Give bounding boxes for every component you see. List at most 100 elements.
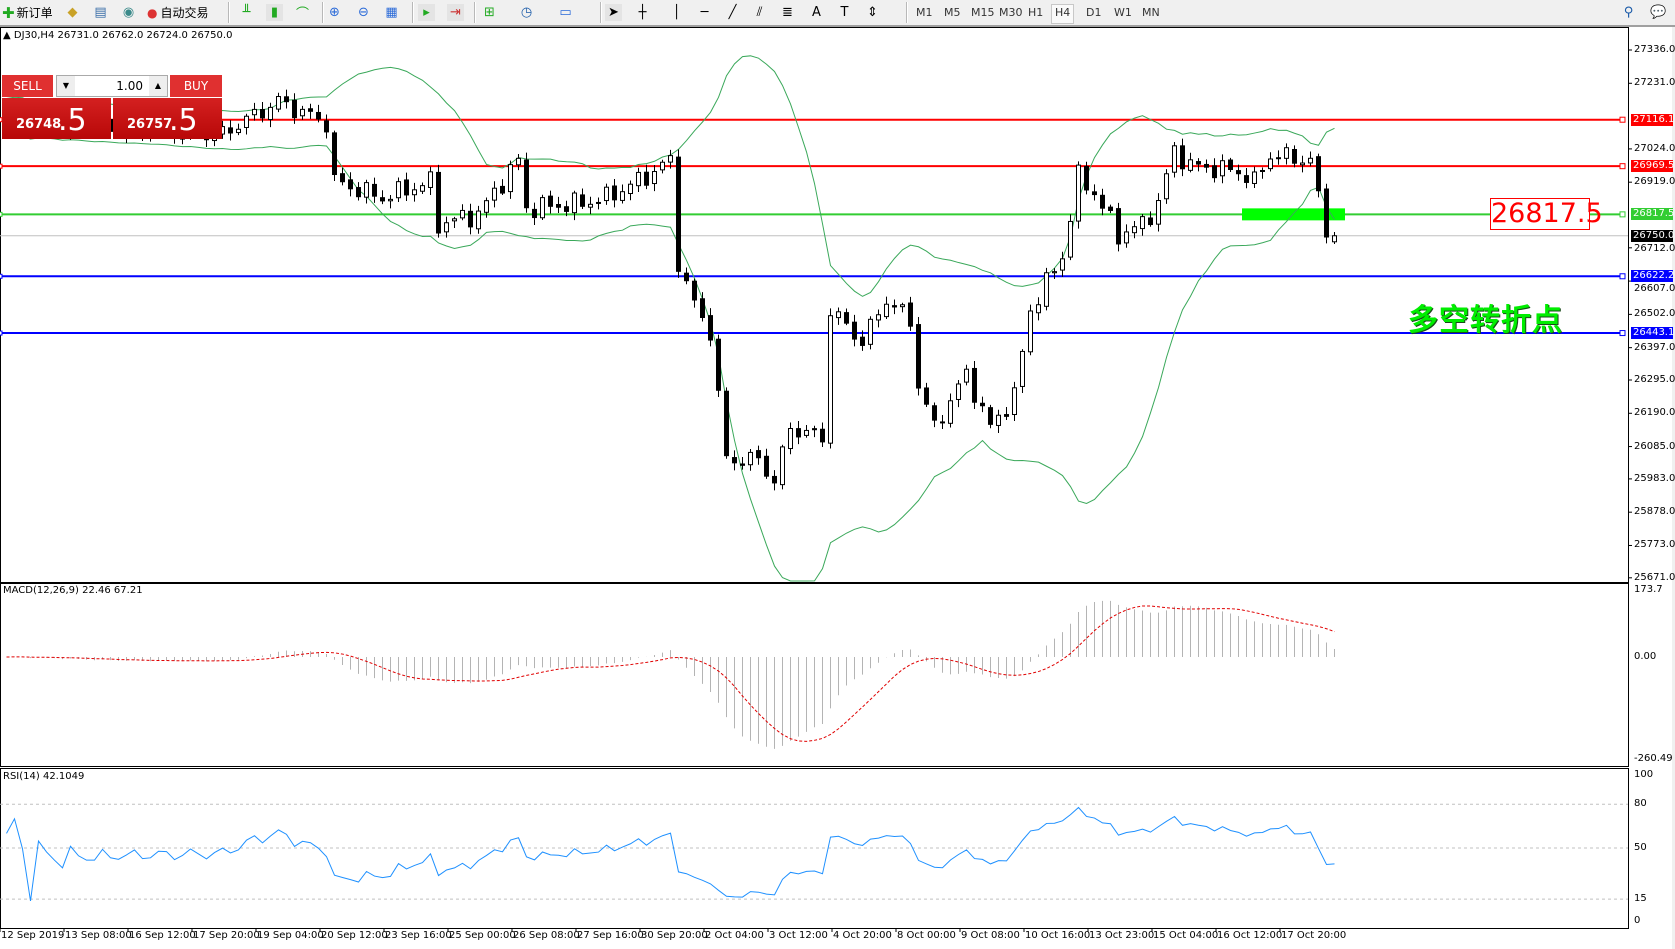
price-axis-label: 26712.0 <box>1634 242 1675 254</box>
time-axis-label: 9 Oct 08:00 <box>961 930 1020 941</box>
candle <box>1220 160 1225 177</box>
time-axis-label: 19 Sep 04:00 <box>257 930 324 941</box>
candle <box>948 400 953 424</box>
signals-icon[interactable]: ◉ <box>122 5 135 20</box>
buy-price[interactable]: 26757.5 <box>113 98 222 139</box>
timeframe-w1[interactable]: W1 <box>1114 6 1132 19</box>
navigator-icon[interactable]: ▤ <box>94 5 107 20</box>
tile-windows-icon[interactable]: ▦ <box>385 5 398 20</box>
price-annotation-box[interactable]: 26817.5 <box>1490 198 1603 230</box>
candle <box>476 210 481 230</box>
new-order-button[interactable]: ✚ 新订单 <box>2 3 53 22</box>
trendline-icon[interactable]: ╱ <box>728 5 737 20</box>
buy-button[interactable]: BUY <box>170 75 222 97</box>
lot-increase-button[interactable]: ▲ <box>149 76 167 96</box>
lot-value[interactable]: 1.00 <box>116 79 143 93</box>
line-chart-icon[interactable]: ⌒ <box>295 7 309 22</box>
candlestick-icon[interactable]: ▮ <box>266 4 283 21</box>
candle <box>1236 170 1241 175</box>
buy-price-main: 26757 <box>127 117 173 132</box>
level-marker <box>1619 116 1626 123</box>
timeframe-m5[interactable]: M5 <box>944 6 961 19</box>
lot-size-input[interactable]: ▼ 1.00 ▲ <box>56 75 168 97</box>
candle <box>908 302 913 327</box>
candle <box>660 161 665 171</box>
sell-price-fraction: .5 <box>58 103 87 138</box>
candle <box>1148 217 1153 226</box>
candle <box>844 312 849 324</box>
candle <box>1084 165 1089 191</box>
level-marker <box>1619 273 1626 280</box>
candle <box>636 171 641 187</box>
candle <box>572 192 577 214</box>
sell-button[interactable]: SELL <box>2 75 53 97</box>
macd-signal-line <box>6 605 1335 742</box>
auto-trading-button[interactable]: ● 自动交易 <box>147 5 209 21</box>
level-price-label: 26443.1 <box>1631 327 1675 340</box>
price-axis-label: 25983.0 <box>1634 472 1675 484</box>
candle <box>1140 216 1145 230</box>
equidistant-channel-icon[interactable]: ⫽ <box>756 5 763 20</box>
lot-decrease-button[interactable]: ▼ <box>57 76 75 96</box>
timeframe-d1[interactable]: D1 <box>1086 6 1102 19</box>
search-icon[interactable]: ⚲ <box>1623 5 1634 20</box>
candle <box>620 191 625 201</box>
level-price-label: 26622.2 <box>1631 270 1675 283</box>
candle <box>940 421 945 424</box>
candle <box>980 402 985 407</box>
timeframe-m15[interactable]: M15 <box>971 6 995 19</box>
timeframe-h1[interactable]: H1 <box>1028 6 1044 19</box>
candle <box>676 156 681 272</box>
candle <box>756 450 761 459</box>
candle <box>236 128 241 134</box>
time-axis-label: 23 Sep 16:00 <box>385 930 452 941</box>
horizontal-line-icon[interactable]: ─ <box>700 5 709 20</box>
cursor-icon[interactable]: ➤ <box>605 4 622 21</box>
candle <box>540 197 545 219</box>
time-axis-label: 25 Sep 00:00 <box>449 930 516 941</box>
zoom-out-icon[interactable]: ⊖ <box>358 5 369 20</box>
time-axis-label: 17 Sep 20:00 <box>193 930 260 941</box>
timeframe-mn[interactable]: MN <box>1142 6 1160 19</box>
trend-reversal-text[interactable]: 多空转折点 <box>1408 303 1563 338</box>
candle <box>772 475 777 484</box>
price-axis-label: 26295.0 <box>1634 373 1675 385</box>
periods-icon[interactable]: ◷ <box>520 5 533 20</box>
time-axis-label: 10 Oct 16:00 <box>1025 930 1091 941</box>
arrows-icon[interactable]: ⇕ <box>867 5 878 20</box>
timeframe-m30[interactable]: M30 <box>999 6 1023 19</box>
autoscroll-icon[interactable]: ⇥ <box>447 4 464 21</box>
sell-price[interactable]: 26748.5 <box>2 98 111 139</box>
time-axis-label: 13 Sep 08:00 <box>65 930 132 941</box>
timeframe-m1[interactable]: M1 <box>916 6 933 19</box>
zoom-in-icon[interactable]: ⊕ <box>329 5 340 20</box>
candle <box>1300 162 1305 166</box>
candle <box>428 171 433 188</box>
timeframe-h4[interactable]: H4 <box>1051 4 1075 24</box>
templates-icon[interactable]: ▭ <box>559 5 572 20</box>
chart-shift-icon[interactable]: ▸ <box>418 4 435 21</box>
toolbar: ✚ 新订单 ◆ ▤ ◉ ● 自动交易 ╨ ▮ ⌒ ⊕ ⊖ ▦ ▸ ⇥ ⊞ ◷ ▭ ➤… <box>0 0 1675 27</box>
crosshair-icon[interactable]: ┼ <box>638 5 647 20</box>
time-axis-label: 30 Sep 20:00 <box>641 930 708 941</box>
chart-canvas[interactable] <box>0 27 1672 949</box>
text-label-icon[interactable]: T <box>840 5 849 20</box>
bar-chart-icon[interactable]: ╨ <box>242 5 251 20</box>
macd-label: MACD(12,26,9) 22.46 67.21 <box>3 585 143 596</box>
candle <box>588 203 593 208</box>
vertical-line-icon[interactable]: │ <box>672 5 681 20</box>
market-watch-icon[interactable]: ◆ <box>67 5 78 20</box>
separator <box>322 2 324 23</box>
candle <box>1036 304 1041 314</box>
chat-icon[interactable]: 💬 <box>1650 5 1667 20</box>
price-axis-label: 25671.0 <box>1634 571 1675 583</box>
candle <box>300 108 305 117</box>
candle <box>1228 159 1233 170</box>
price-axis-label: 26919.0 <box>1634 176 1675 188</box>
indicators-icon[interactable]: ⊞ <box>484 5 495 20</box>
fibonacci-icon[interactable]: ≣ <box>782 5 793 20</box>
text-icon[interactable]: A <box>812 5 821 20</box>
symbol-info: ▲ DJ30,H4 26731.0 26762.0 26724.0 26750.… <box>3 30 233 41</box>
main-pane-border <box>0 27 1629 583</box>
chart-window[interactable]: ▲ DJ30,H4 26731.0 26762.0 26724.0 26750.… <box>0 27 1675 949</box>
